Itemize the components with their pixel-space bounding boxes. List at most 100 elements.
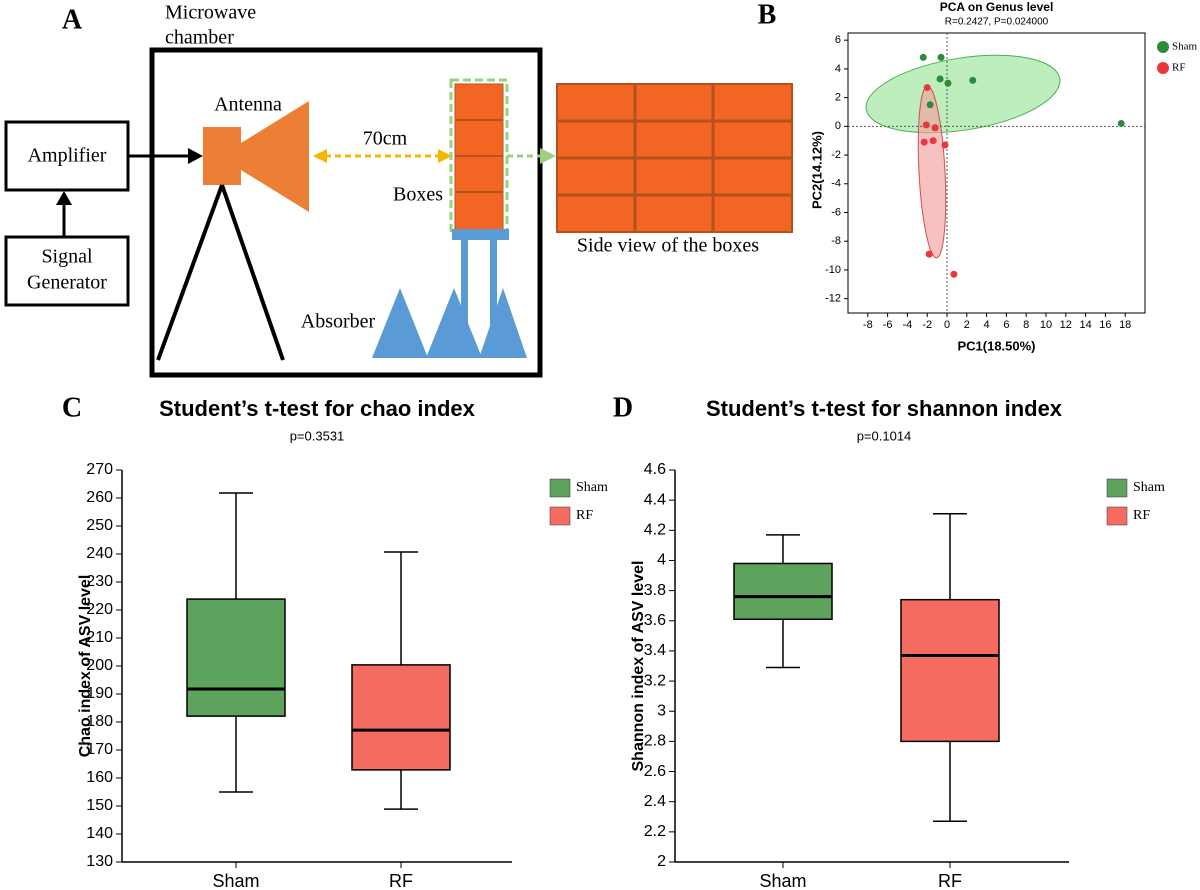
y-tick-label: 3.4	[644, 642, 666, 659]
stand-leg	[461, 240, 468, 335]
legend-swatch	[549, 478, 571, 498]
y-tick-label: 200	[86, 657, 113, 674]
x-axis-label: PC1(18.50%)	[957, 338, 1035, 353]
y-tick-label: 4.2	[644, 522, 666, 539]
x-tick-label: Sham	[212, 871, 259, 890]
x-tick-label: RF	[389, 871, 413, 890]
legend-marker	[1157, 62, 1169, 74]
y-axis-label: Shannon index of ASV level	[630, 561, 647, 772]
legend-label: RF	[1133, 508, 1150, 523]
stand-leg	[490, 240, 497, 335]
y-tick-label: 4	[657, 552, 666, 569]
x-tick-label: -8	[863, 319, 873, 331]
diagram: A Microwave chamber Amplifier Signal Gen…	[4, 2, 793, 378]
point	[929, 137, 937, 145]
legend-label: Sham	[1133, 480, 1165, 495]
y-tick-label: -2	[831, 149, 841, 161]
x-tick-label: -2	[922, 319, 932, 331]
y-tick-label: 170	[86, 741, 113, 758]
y-tick-label: 2.2	[644, 823, 666, 840]
point	[950, 270, 958, 278]
legend-label: RF	[576, 508, 593, 523]
tripod	[156, 184, 224, 361]
y-tick-label: 4.6	[644, 461, 666, 478]
y-tick-label: 260	[86, 489, 113, 506]
y-axis-label: Chao index of ASV level	[77, 575, 94, 758]
x-tick-label: 14	[1079, 319, 1091, 331]
x-tick-label: 10	[1040, 319, 1052, 331]
y-tick-label: 270	[86, 461, 113, 478]
point	[922, 121, 930, 129]
chart-title: Student’s t-test for shannon index	[706, 396, 1063, 421]
point	[925, 250, 933, 258]
generator-box	[4, 235, 130, 307]
chamber-label: Microwave	[165, 2, 256, 24]
absorber-label: Absorber	[301, 311, 376, 333]
confidence-ellipse	[865, 54, 1061, 134]
y-tick-label: 2.6	[644, 763, 666, 780]
y-tick-label: -12	[825, 293, 841, 305]
legend-label: Sham	[576, 480, 608, 495]
panel-letter: B	[758, 0, 777, 30]
x-tick-label: RF	[938, 871, 962, 890]
x-tick-label: -4	[903, 319, 913, 331]
legend-swatch	[1106, 478, 1128, 498]
x-tick-label: 0	[944, 319, 950, 331]
tripod	[220, 184, 285, 361]
x-tick-label: 2	[964, 319, 970, 331]
antenna-label: Antenna	[214, 94, 282, 116]
distance-label: 70cm	[363, 128, 408, 150]
legend-swatch	[1106, 506, 1128, 526]
y-tick-label: 4	[835, 63, 841, 75]
point	[926, 101, 934, 109]
point	[937, 53, 945, 61]
y-tick-label: 230	[86, 573, 113, 590]
x-tick-label: 4	[984, 319, 990, 331]
y-tick-label: 160	[86, 769, 113, 786]
point	[919, 53, 927, 61]
legend-label: RF	[1172, 62, 1185, 74]
y-tick-label: 130	[86, 853, 113, 870]
y-tick-label: 2	[835, 92, 841, 104]
y-tick-label: 150	[86, 797, 113, 814]
arrow-head	[56, 191, 72, 205]
plot-frame	[847, 32, 1146, 314]
x-tick-label: Sham	[759, 871, 806, 890]
y-tick-label: 2	[657, 853, 666, 870]
chart-title: Student’s t-test for chao index	[159, 396, 476, 421]
x-tick-label: 16	[1099, 319, 1111, 331]
side-view-lines	[557, 84, 792, 232]
x-tick-label: 8	[1023, 319, 1029, 331]
generator-label: Generator	[27, 272, 107, 294]
chamber	[149, 47, 543, 378]
x-tick-label: 12	[1060, 319, 1072, 331]
y-tick-label: 3.2	[644, 672, 666, 689]
antenna-horn	[241, 101, 309, 212]
point	[944, 79, 952, 87]
y-tick-label: 0	[835, 120, 841, 132]
chart-subtitle: p=0.1014	[857, 428, 912, 443]
y-tick-label: 4.4	[644, 491, 666, 508]
generator-label: Signal	[41, 246, 93, 268]
y-tick-label: 2.8	[644, 733, 666, 750]
boxes-label: Boxes	[393, 184, 443, 206]
absorber	[372, 288, 428, 358]
point	[923, 84, 931, 92]
side-view-label: Side view of the boxes	[577, 235, 759, 257]
box	[351, 664, 451, 771]
arrow-head	[313, 149, 327, 163]
point	[920, 138, 928, 146]
stand	[452, 229, 509, 240]
legend-label: Sham	[1172, 41, 1198, 53]
point	[931, 124, 939, 132]
y-tick-label: 180	[86, 713, 113, 730]
arrow-head	[438, 149, 452, 163]
panel-letter: C	[62, 392, 82, 423]
point	[1117, 119, 1125, 127]
box-lines	[455, 119, 503, 193]
y-tick-label: -6	[831, 206, 841, 218]
absorber	[426, 288, 482, 358]
panel-letter: A	[62, 4, 83, 35]
y-tick-label: -10	[825, 264, 841, 276]
